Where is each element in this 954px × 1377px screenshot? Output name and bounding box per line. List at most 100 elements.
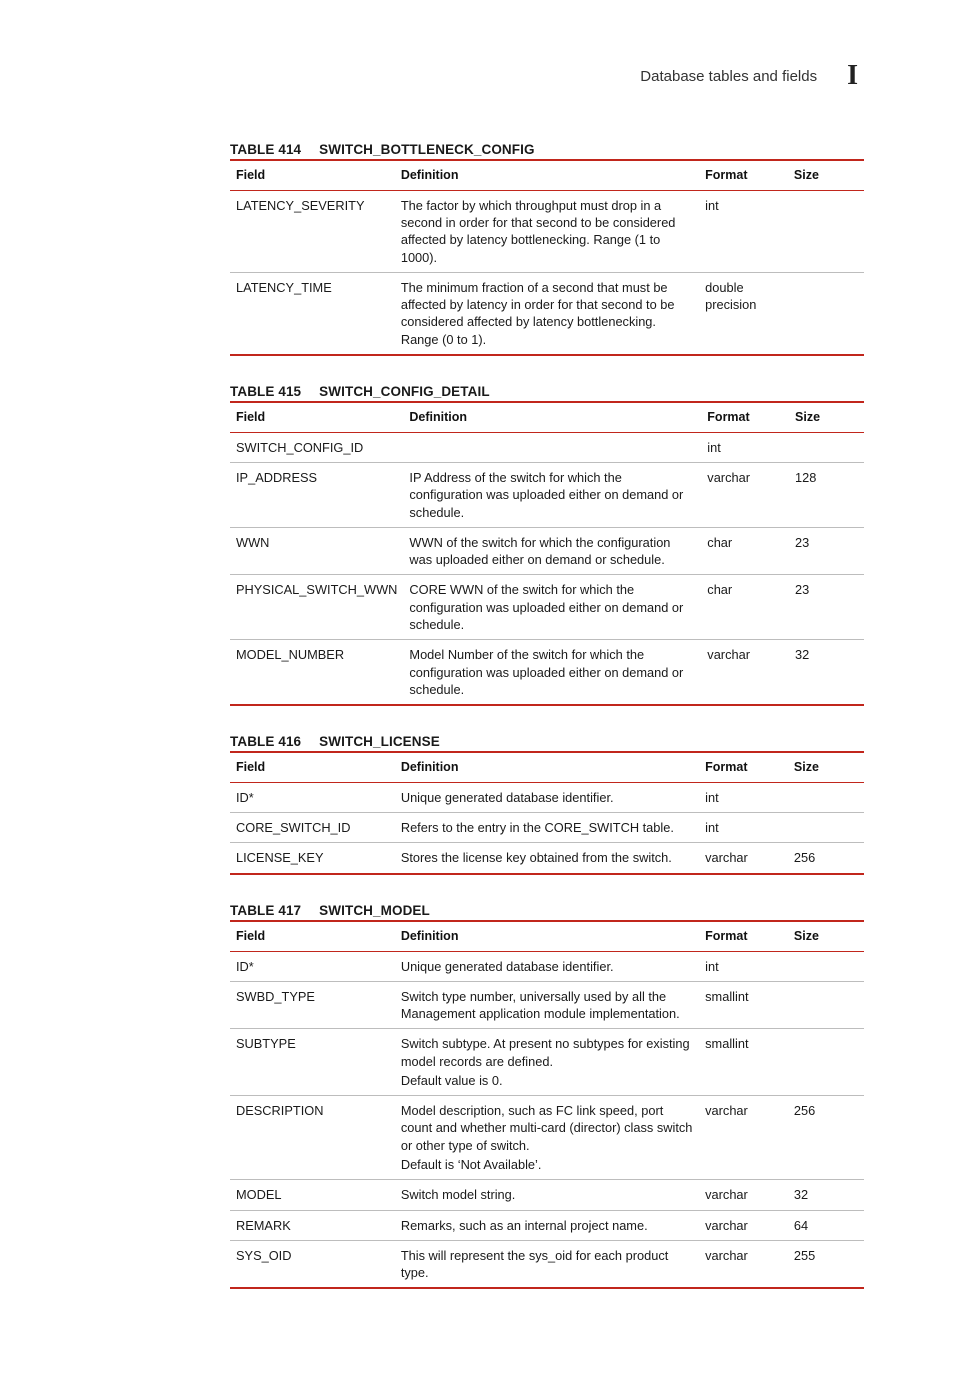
definition-line: Default is ‘Not Available’. <box>401 1156 693 1173</box>
cell-format: char <box>701 527 789 575</box>
cell-format: varchar <box>699 1210 788 1240</box>
cell-field: CORE_SWITCH_ID <box>230 813 395 843</box>
cell-field: IP_ADDRESS <box>230 463 403 528</box>
cell-definition: WWN of the switch for which the configur… <box>403 527 701 575</box>
table-row: IP_ADDRESSIP Address of the switch for w… <box>230 463 864 528</box>
definition-line: WWN of the switch for which the configur… <box>409 534 695 569</box>
column-header-field: Field <box>230 160 395 190</box>
cell-definition: This will represent the sys_oid for each… <box>395 1240 699 1288</box>
data-table: FieldDefinitionFormatSizeID*Unique gener… <box>230 751 864 875</box>
table-number: TABLE 416 <box>230 734 301 749</box>
table-row: LATENCY_TIMEThe minimum fraction of a se… <box>230 272 864 355</box>
cell-field: LICENSE_KEY <box>230 843 395 874</box>
cell-format: int <box>699 813 788 843</box>
cell-field: LATENCY_SEVERITY <box>230 190 395 272</box>
definition-line: Model Number of the switch for which the… <box>409 646 695 698</box>
table-row: LATENCY_SEVERITYThe factor by which thro… <box>230 190 864 272</box>
cell-field: SYS_OID <box>230 1240 395 1288</box>
table-caption: TABLE 414SWITCH_BOTTLENECK_CONFIG <box>230 142 864 157</box>
cell-format: char <box>701 575 789 640</box>
cell-field: MODEL_NUMBER <box>230 640 403 705</box>
cell-format: varchar <box>701 640 789 705</box>
column-header-definition: Definition <box>395 752 699 782</box>
table-row: LICENSE_KEYStores the license key obtain… <box>230 843 864 874</box>
definition-line: Unique generated database identifier. <box>401 789 693 806</box>
cell-size: 256 <box>788 1096 864 1180</box>
cell-format: int <box>699 951 788 981</box>
table-name: SWITCH_LICENSE <box>319 734 440 749</box>
cell-field: ID* <box>230 951 395 981</box>
cell-definition: The minimum fraction of a second that mu… <box>395 272 699 355</box>
cell-format: int <box>699 782 788 812</box>
data-table: FieldDefinitionFormatSizeSWITCH_CONFIG_I… <box>230 401 864 706</box>
cell-definition: Remarks, such as an internal project nam… <box>395 1210 699 1240</box>
cell-size: 128 <box>789 463 864 528</box>
page-header: Database tables and fields I <box>230 60 864 92</box>
column-header-definition: Definition <box>395 160 699 190</box>
table-caption: TABLE 416 SWITCH_LICENSE <box>230 734 864 749</box>
cell-size <box>788 813 864 843</box>
cell-definition: Switch type number, universally used by … <box>395 981 699 1029</box>
definition-line: IP Address of the switch for which the c… <box>409 469 695 521</box>
cell-size: 64 <box>788 1210 864 1240</box>
table-row: SWBD_TYPESwitch type number, universally… <box>230 981 864 1029</box>
table-row: DESCRIPTIONModel description, such as FC… <box>230 1096 864 1180</box>
cell-definition: Model description, such as FC link speed… <box>395 1096 699 1180</box>
cell-field: SWBD_TYPE <box>230 981 395 1029</box>
column-header-field: Field <box>230 402 403 432</box>
table-name: SWITCH_CONFIG_DETAIL <box>319 384 490 399</box>
cell-definition: IP Address of the switch for which the c… <box>403 463 701 528</box>
table-row: ID* Unique generated database identifier.… <box>230 951 864 981</box>
column-header-size: Size <box>788 160 864 190</box>
column-header-format: Format <box>701 402 789 432</box>
column-header-definition: Definition <box>395 921 699 951</box>
column-header-format: Format <box>699 921 788 951</box>
definition-line: The minimum fraction of a second that mu… <box>401 279 693 348</box>
cell-size <box>788 190 864 272</box>
cell-size <box>788 272 864 355</box>
cell-format: smallint <box>699 1029 788 1096</box>
table-row: MODEL_NUMBERModel Number of the switch f… <box>230 640 864 705</box>
definition-line: Unique generated database identifier. <box>401 958 693 975</box>
cell-definition: Model Number of the switch for which the… <box>403 640 701 705</box>
cell-size <box>788 981 864 1029</box>
definition-line: The factor by which throughput must drop… <box>401 197 693 266</box>
definition-line: Switch type number, universally used by … <box>401 988 693 1023</box>
cell-field: MODEL <box>230 1180 395 1210</box>
definition-line: Model description, such as FC link speed… <box>401 1102 693 1154</box>
column-header-size: Size <box>788 921 864 951</box>
cell-format: varchar <box>699 1240 788 1288</box>
cell-size: 32 <box>789 640 864 705</box>
cell-format: int <box>701 432 789 462</box>
table-caption: TABLE 415SWITCH_CONFIG_DETAIL <box>230 384 864 399</box>
cell-size: 23 <box>789 527 864 575</box>
table-row: WWNWWN of the switch for which the confi… <box>230 527 864 575</box>
table-row: PHYSICAL_SWITCH_WWNCORE WWN of the switc… <box>230 575 864 640</box>
cell-definition: Unique generated database identifier. <box>395 782 699 812</box>
column-header-size: Size <box>788 752 864 782</box>
cell-definition: Stores the license key obtained from the… <box>395 843 699 874</box>
cell-size: 32 <box>788 1180 864 1210</box>
page-body: Database tables and fields I TABLE 414SW… <box>0 0 954 1377</box>
column-header-size: Size <box>789 402 864 432</box>
cell-field: LATENCY_TIME <box>230 272 395 355</box>
cell-field: DESCRIPTION <box>230 1096 395 1180</box>
definition-line: Refers to the entry in the CORE_SWITCH t… <box>401 819 693 836</box>
cell-definition: The factor by which throughput must drop… <box>395 190 699 272</box>
definition-line: CORE WWN of the switch for which the con… <box>409 581 695 633</box>
cell-definition: CORE WWN of the switch for which the con… <box>403 575 701 640</box>
table-block-t414: TABLE 414SWITCH_BOTTLENECK_CONFIG FieldDe… <box>230 142 864 356</box>
column-header-field: Field <box>230 921 395 951</box>
data-table: FieldDefinitionFormatSizeLATENCY_SEVERIT… <box>230 159 864 356</box>
definition-line: Default value is 0. <box>401 1072 693 1089</box>
column-header-field: Field <box>230 752 395 782</box>
column-header-definition: Definition <box>403 402 701 432</box>
table-row: CORE_SWITCH_ID Refers to the entry in the… <box>230 813 864 843</box>
cell-size: 256 <box>788 843 864 874</box>
table-row: ID* Unique generated database identifier.… <box>230 782 864 812</box>
cell-field: PHYSICAL_SWITCH_WWN <box>230 575 403 640</box>
cell-field: SUBTYPE <box>230 1029 395 1096</box>
cell-size: 255 <box>788 1240 864 1288</box>
cell-format: smallint <box>699 981 788 1029</box>
cell-field: ID* <box>230 782 395 812</box>
